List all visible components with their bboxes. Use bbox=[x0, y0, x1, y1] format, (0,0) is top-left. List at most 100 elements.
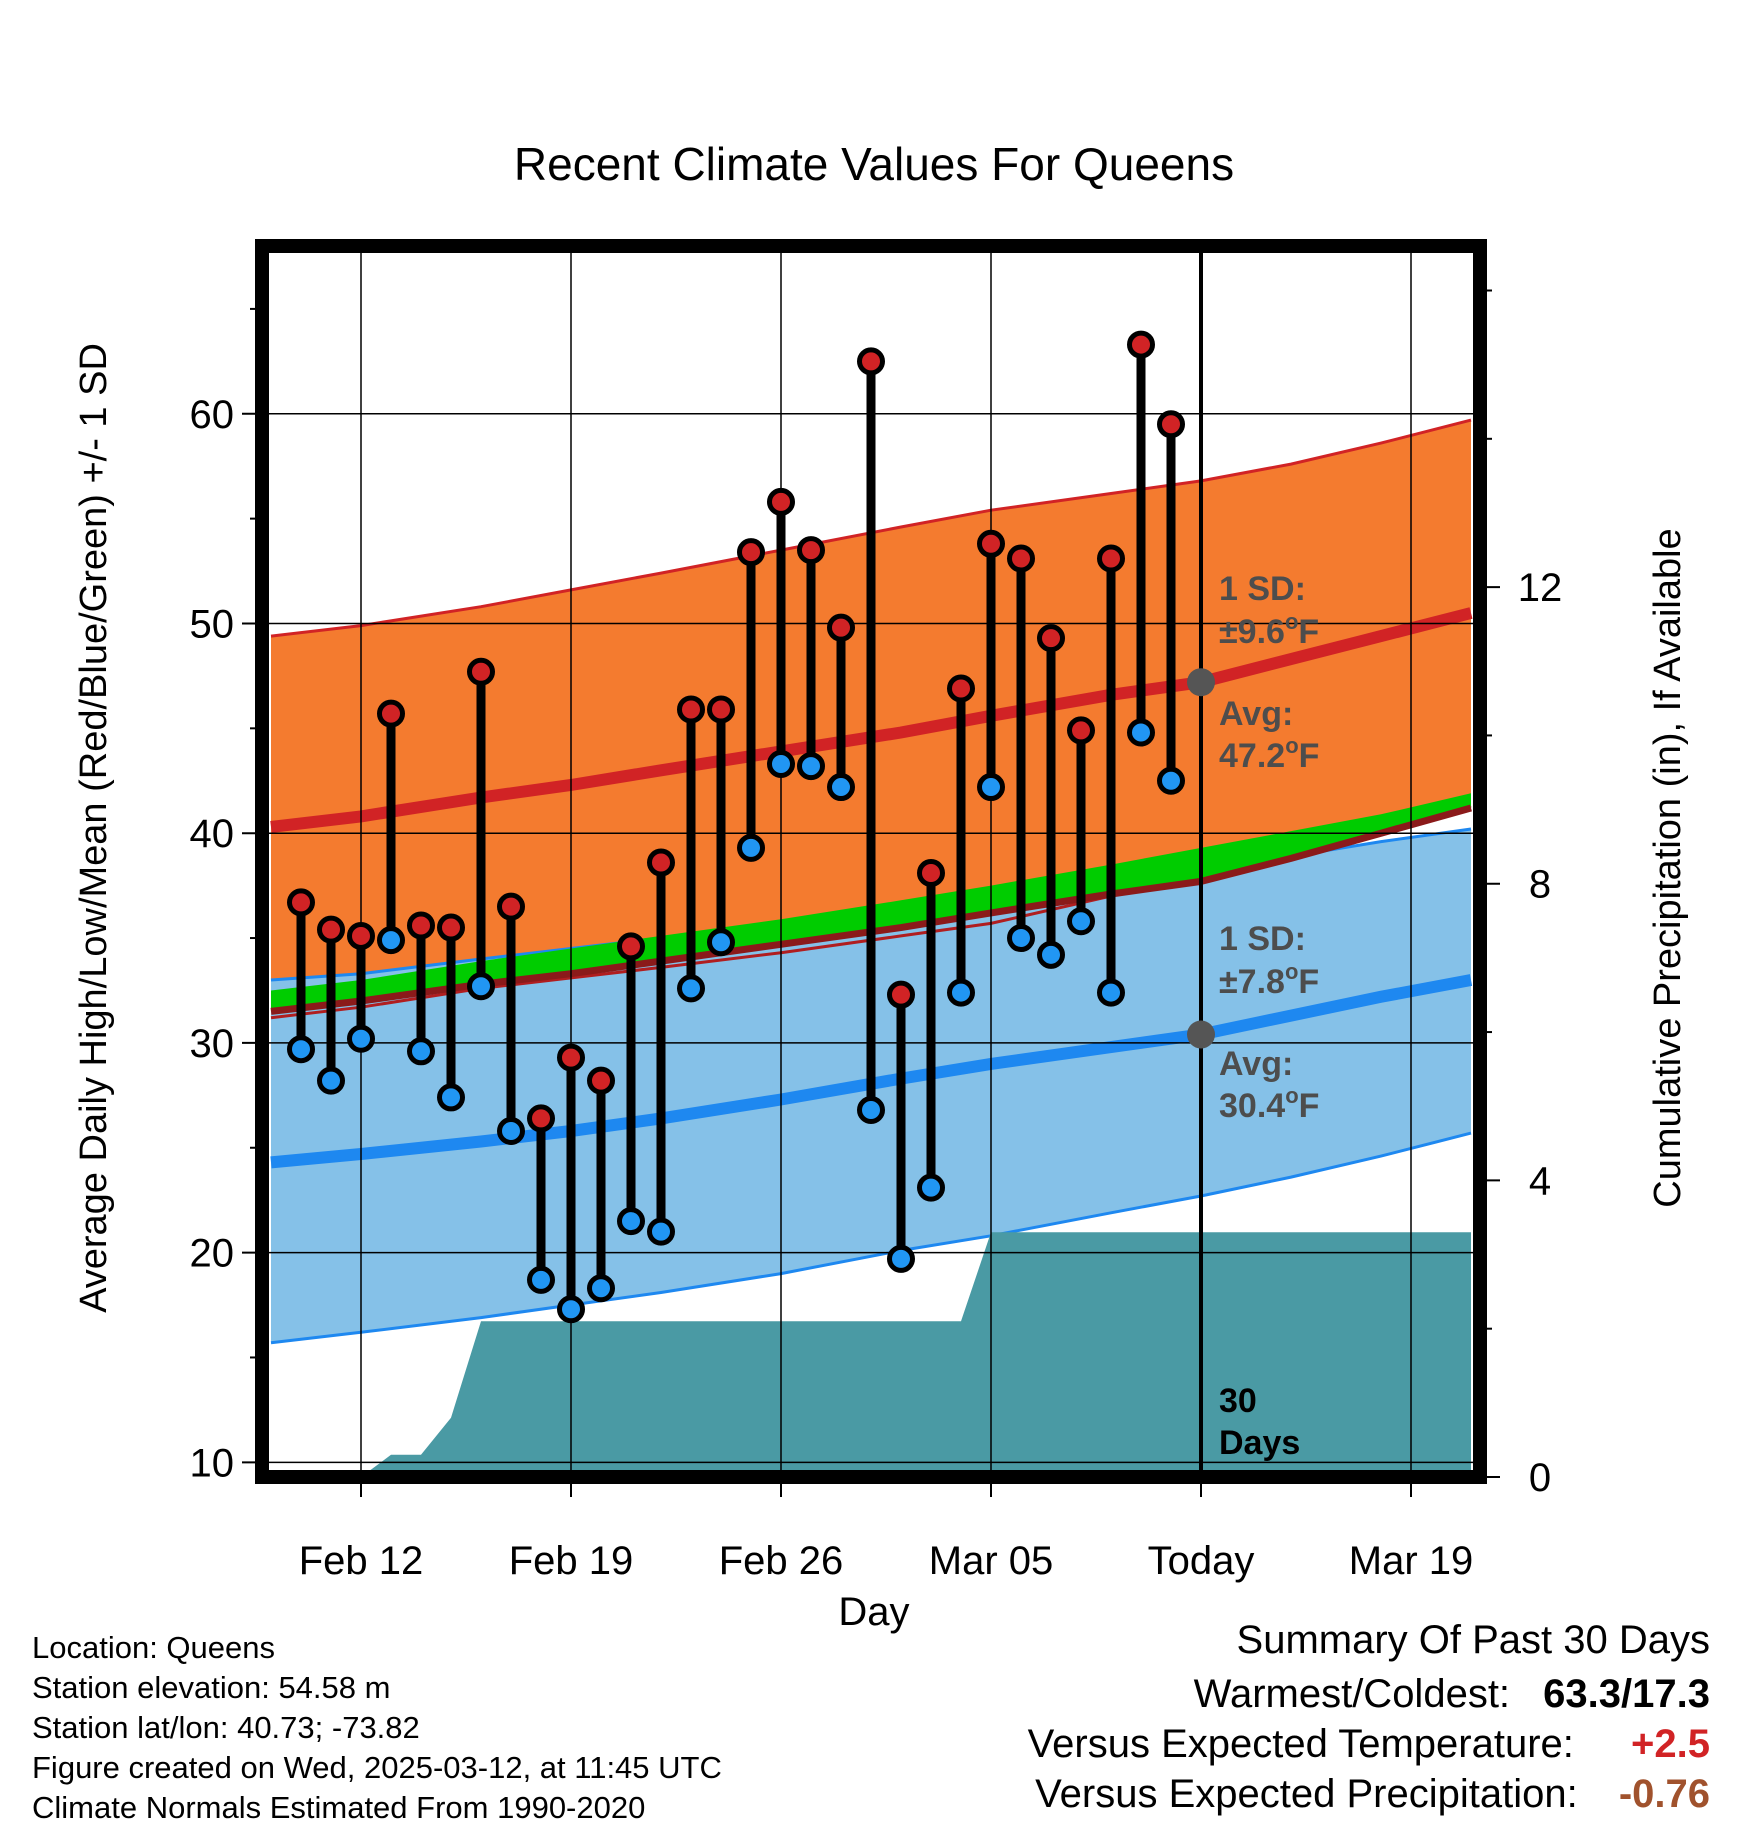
y-tick-label: 40 bbox=[190, 812, 235, 856]
daily-high-point bbox=[887, 980, 915, 1009]
high-avg-value-value: 47.2 bbox=[1219, 737, 1285, 775]
daily-low-point bbox=[527, 1265, 555, 1294]
daily-high-point bbox=[557, 1043, 585, 1072]
daily-high-point bbox=[497, 892, 525, 921]
daily-high-point bbox=[527, 1104, 555, 1133]
x-tick-label: Mar 19 bbox=[1349, 1539, 1474, 1583]
summary-temp-value: +2.5 bbox=[1631, 1722, 1710, 1766]
daily-low-point bbox=[617, 1207, 645, 1236]
low-avg-marker bbox=[1187, 1020, 1215, 1049]
daily-high-point bbox=[1157, 410, 1185, 439]
daily-high-point bbox=[797, 536, 825, 565]
low-sd-value: ±7.8oF bbox=[1219, 959, 1319, 1001]
high-sd-value-degree: o bbox=[1285, 609, 1298, 634]
summary-precip-row: Versus Expected Precipitation: -0.76 bbox=[1035, 1772, 1710, 1817]
daily-low-point bbox=[917, 1173, 945, 1202]
x-tick-label: Feb 19 bbox=[509, 1539, 634, 1583]
summary-title: Summary Of Past 30 Days bbox=[1236, 1618, 1710, 1662]
daily-low-point bbox=[1037, 940, 1065, 969]
daily-low-point bbox=[827, 773, 855, 802]
summary-warm-cold-value: 63.3/17.3 bbox=[1543, 1672, 1710, 1716]
daily-high-point bbox=[647, 848, 675, 877]
y2-tick-label: 0 bbox=[1529, 1456, 1551, 1500]
low-avg-value: 30.4oF bbox=[1219, 1083, 1319, 1125]
daily-low-point bbox=[587, 1274, 615, 1303]
daily-high-point bbox=[407, 911, 435, 940]
summary-temp-row: Versus Expected Temperature: +2.5 bbox=[1028, 1722, 1710, 1767]
daily-high-point bbox=[587, 1066, 615, 1095]
info-normals: Climate Normals Estimated From 1990-2020 bbox=[32, 1790, 646, 1825]
high-sd-value-unit: F bbox=[1298, 613, 1319, 651]
daily-low-point bbox=[977, 773, 1005, 802]
daily-high-point bbox=[767, 487, 795, 516]
summary-temp-label: Versus Expected Temperature: bbox=[1027, 1722, 1574, 1766]
daily-low-point bbox=[1067, 907, 1095, 936]
x-tick-label: Feb 12 bbox=[299, 1539, 424, 1583]
daily-low-point bbox=[677, 974, 705, 1003]
high-sd-value: ±9.6oF bbox=[1219, 609, 1319, 651]
y2-tick-label: 12 bbox=[1518, 566, 1563, 610]
daily-high-point bbox=[347, 921, 375, 950]
x-tick-label: Feb 26 bbox=[719, 1539, 844, 1583]
daily-low-point bbox=[857, 1096, 885, 1125]
daily-low-point bbox=[467, 972, 495, 1001]
daily-low-point bbox=[947, 978, 975, 1007]
daily-low-point bbox=[797, 752, 825, 781]
y-tick-label: 30 bbox=[190, 1022, 235, 1066]
daily-high-point bbox=[917, 859, 945, 888]
high-sd-label: 1 SD: bbox=[1219, 570, 1306, 608]
daily-low-point bbox=[707, 928, 735, 957]
daily-high-point bbox=[437, 913, 465, 942]
daily-low-point bbox=[1007, 924, 1035, 953]
daily-high-point bbox=[1067, 716, 1095, 745]
high-upper-line bbox=[270, 418, 1472, 638]
daily-high-point bbox=[317, 915, 345, 944]
daily-high-point bbox=[677, 695, 705, 724]
x-axis-label: Day bbox=[838, 1590, 909, 1634]
plot-frame bbox=[255, 239, 1487, 1484]
daily-low-point bbox=[647, 1217, 675, 1246]
low-avg-value-value: 30.4 bbox=[1219, 1087, 1285, 1125]
daily-low-point bbox=[287, 1035, 315, 1064]
daily-low-point bbox=[437, 1083, 465, 1112]
days-word-label: Days bbox=[1219, 1424, 1300, 1462]
y2-axis-label: Cumulative Precipitation (in), If Availa… bbox=[1647, 528, 1689, 1207]
y-tick-label: 20 bbox=[190, 1232, 235, 1276]
daily-high-point bbox=[1127, 330, 1155, 359]
low-sd-value-degree: o bbox=[1285, 959, 1298, 984]
y-tick-label: 50 bbox=[190, 602, 235, 646]
daily-high-point bbox=[377, 699, 405, 728]
info-location: Location: Queens bbox=[32, 1630, 276, 1665]
high-avg-marker bbox=[1187, 668, 1215, 697]
daily-high-point bbox=[827, 613, 855, 642]
daily-low-point bbox=[887, 1244, 915, 1273]
x-tick-label: Today bbox=[1148, 1539, 1255, 1583]
summary-warm-cold-row: Warmest/Coldest: 63.3/17.3 bbox=[1194, 1672, 1710, 1717]
daily-high-point bbox=[977, 529, 1005, 558]
daily-high-point bbox=[947, 674, 975, 703]
daily-low-point bbox=[1127, 718, 1155, 747]
summary-precip-label: Versus Expected Precipitation: bbox=[1035, 1772, 1578, 1816]
summary-warm-cold-label: Warmest/Coldest: bbox=[1193, 1672, 1511, 1716]
high-avg-value: 47.2oF bbox=[1219, 733, 1319, 775]
daily-high-point bbox=[707, 695, 735, 724]
daily-low-point bbox=[737, 833, 765, 862]
high-avg-value-unit: F bbox=[1299, 737, 1320, 775]
chart-title: Recent Climate Values For Queens bbox=[514, 138, 1234, 190]
y2-tick-label: 4 bbox=[1529, 1159, 1551, 1203]
info-created: Figure created on Wed, 2025-03-12, at 11… bbox=[32, 1750, 722, 1785]
low-avg-label: Avg: bbox=[1219, 1045, 1293, 1083]
daily-low-point bbox=[1157, 766, 1185, 795]
daily-low-point bbox=[557, 1295, 585, 1324]
y-axis-label: Average Daily High/Low/Mean (Red/Blue/Gr… bbox=[73, 343, 115, 1313]
low-sd-value-unit: F bbox=[1298, 963, 1319, 1001]
info-latlon: Station lat/lon: 40.73; -73.82 bbox=[32, 1710, 420, 1745]
daily-low-point bbox=[1097, 978, 1125, 1007]
daily-low-point bbox=[317, 1066, 345, 1095]
low-avg-value-degree: o bbox=[1285, 1083, 1298, 1108]
low-sd-value-value: ±7.8 bbox=[1219, 963, 1285, 1001]
plot-area bbox=[262, 246, 1480, 1477]
daily-high-point bbox=[857, 347, 885, 376]
daily-low-point bbox=[407, 1037, 435, 1066]
